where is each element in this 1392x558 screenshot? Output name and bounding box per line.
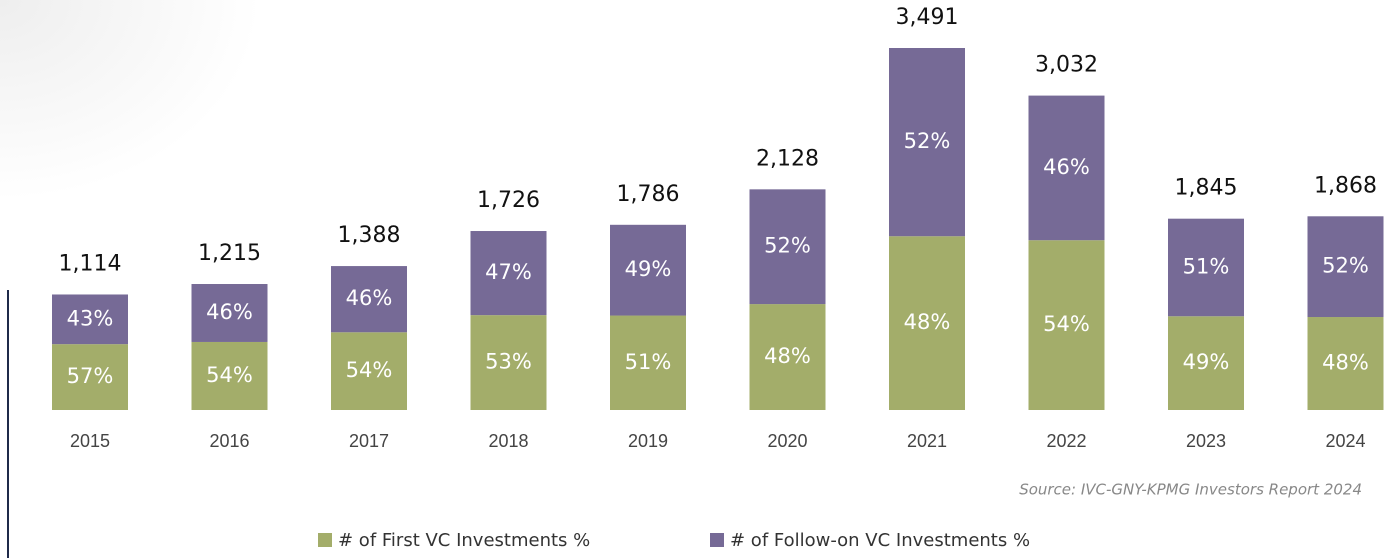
x-tick-label: 2017 bbox=[349, 431, 389, 451]
total-label: 2,128 bbox=[756, 146, 819, 171]
value-label: 54% bbox=[346, 358, 393, 382]
x-tick-label: 2015 bbox=[70, 431, 110, 451]
total-label: 1,388 bbox=[338, 223, 401, 248]
value-label: 57% bbox=[67, 364, 114, 388]
x-tick-label: 2018 bbox=[488, 431, 528, 451]
total-label: 1,868 bbox=[1314, 173, 1377, 198]
bar-segment bbox=[331, 332, 407, 410]
value-label: 48% bbox=[764, 344, 811, 368]
x-tick-label: 2016 bbox=[209, 431, 249, 451]
legend-label: # of First VC Investments % bbox=[338, 530, 590, 551]
value-label: 52% bbox=[904, 129, 951, 153]
value-label: 54% bbox=[206, 363, 253, 387]
total-label: 1,726 bbox=[477, 188, 540, 213]
bar-segment bbox=[1168, 316, 1244, 410]
value-label: 49% bbox=[625, 257, 672, 281]
x-tick-label: 2024 bbox=[1325, 431, 1365, 451]
x-tick-label: 2022 bbox=[1046, 431, 1086, 451]
value-label: 48% bbox=[904, 310, 951, 334]
value-label: 46% bbox=[1043, 155, 1090, 179]
bar-segment bbox=[889, 236, 965, 410]
bar-segment bbox=[52, 294, 128, 345]
total-label: 1,786 bbox=[617, 182, 680, 207]
bar-segment bbox=[470, 315, 547, 410]
bar-segment bbox=[470, 231, 547, 316]
bar-segment bbox=[1307, 317, 1384, 410]
source: Source: IVC-GNY-KPMG Investors Report 20… bbox=[1019, 481, 1362, 499]
x-tick-label: 2019 bbox=[628, 431, 668, 451]
value-label: 53% bbox=[485, 350, 532, 374]
x-tick-label: 2023 bbox=[1186, 431, 1226, 451]
value-label: 46% bbox=[206, 300, 253, 324]
background-glow bbox=[0, 0, 260, 200]
total-label: 1,845 bbox=[1175, 176, 1238, 201]
x-tick-label: 2020 bbox=[767, 431, 807, 451]
bar-segment bbox=[1168, 218, 1244, 317]
bar-segment bbox=[331, 266, 407, 333]
bar-segment bbox=[1028, 95, 1105, 241]
value-label: 49% bbox=[1183, 350, 1230, 374]
total-label: 3,491 bbox=[896, 5, 959, 30]
value-label: 48% bbox=[1322, 351, 1369, 375]
value-label: 54% bbox=[1043, 312, 1090, 336]
bar-segment bbox=[52, 344, 128, 410]
total-label: 3,032 bbox=[1035, 53, 1098, 78]
bar-segment bbox=[191, 341, 268, 410]
bar-segment bbox=[749, 304, 826, 410]
bar-segment bbox=[610, 224, 686, 316]
bar-segment bbox=[749, 189, 826, 305]
value-label: 43% bbox=[67, 306, 114, 330]
bar-segment bbox=[1307, 216, 1384, 318]
total-label: 1,114 bbox=[59, 251, 122, 276]
value-label: 51% bbox=[1183, 254, 1230, 278]
bar-segment bbox=[610, 315, 686, 410]
total-label: 1,215 bbox=[198, 241, 261, 266]
bar-segment bbox=[1028, 240, 1105, 410]
value-label: 52% bbox=[764, 234, 811, 258]
value-label: 46% bbox=[346, 286, 393, 310]
bar-segment bbox=[191, 284, 268, 342]
bar-segment bbox=[889, 48, 965, 237]
value-label: 51% bbox=[625, 350, 672, 374]
legend-swatch bbox=[710, 533, 724, 547]
value-label: 47% bbox=[485, 260, 532, 284]
x-tick-label: 2021 bbox=[907, 431, 947, 451]
legend-swatch bbox=[318, 533, 332, 547]
legend-label: # of Follow-on VC Investments % bbox=[730, 530, 1030, 551]
value-label: 52% bbox=[1322, 254, 1369, 278]
